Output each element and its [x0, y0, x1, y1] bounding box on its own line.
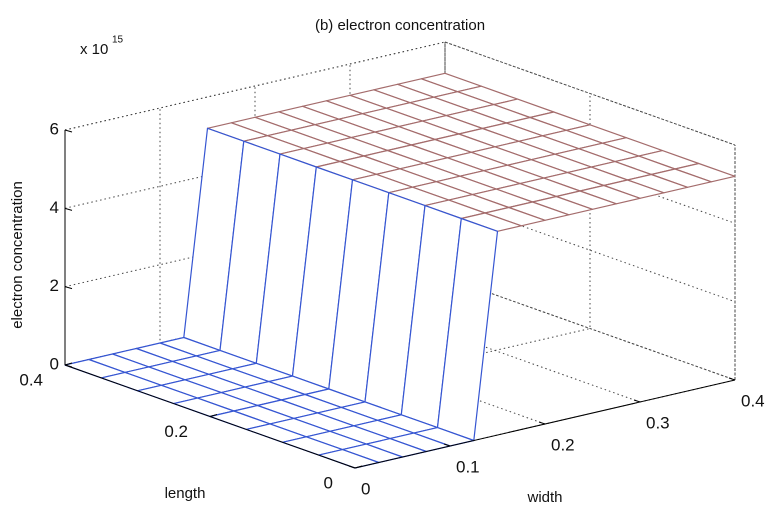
box-edge	[444, 41, 736, 146]
y-tick	[354, 465, 363, 469]
grid-line	[64, 41, 736, 146]
z-tick-label: 4	[50, 198, 59, 217]
y-tick	[64, 362, 73, 366]
z-tick	[64, 364, 73, 368]
grid-line	[64, 276, 736, 381]
z-tick-label: 6	[50, 119, 59, 138]
x-axis-label: width	[526, 489, 562, 506]
y-tick-label: 0.4	[19, 370, 43, 389]
x-tick	[728, 377, 736, 381]
axes: 0 2 4 6 0 0.2 0.4 0 0.1 0.2 0.3 0.4	[19, 119, 764, 498]
x-tick	[538, 421, 546, 425]
grid-line	[64, 198, 736, 303]
z-multiplier-exponent: 15	[112, 35, 124, 46]
x-tick	[443, 443, 451, 447]
z-tick	[64, 207, 73, 211]
z-tick	[64, 129, 73, 133]
z-tick-label: 0	[50, 354, 59, 373]
z-multiplier: x 10	[80, 41, 108, 58]
z-tick	[64, 286, 73, 290]
y-axis-label: length	[165, 485, 206, 502]
x-tick-label: 0.2	[551, 435, 575, 454]
z-axis-label: electron concentration	[9, 181, 26, 329]
chart-title: (b) electron concentration	[315, 17, 485, 34]
x-tick-label: 0	[361, 479, 370, 498]
y-tick	[209, 414, 218, 417]
x-tick	[633, 399, 641, 403]
y-tick-label: 0.2	[164, 422, 188, 441]
x-tick-label: 0.4	[741, 391, 765, 410]
surface	[64, 72, 736, 469]
z-tick-label: 2	[50, 276, 59, 295]
x-tick-label: 0.3	[646, 413, 670, 432]
x-tick-label: 0.1	[456, 457, 480, 476]
x-tick	[348, 465, 356, 469]
grid-line	[159, 108, 451, 447]
y-tick-label: 0	[324, 473, 333, 492]
